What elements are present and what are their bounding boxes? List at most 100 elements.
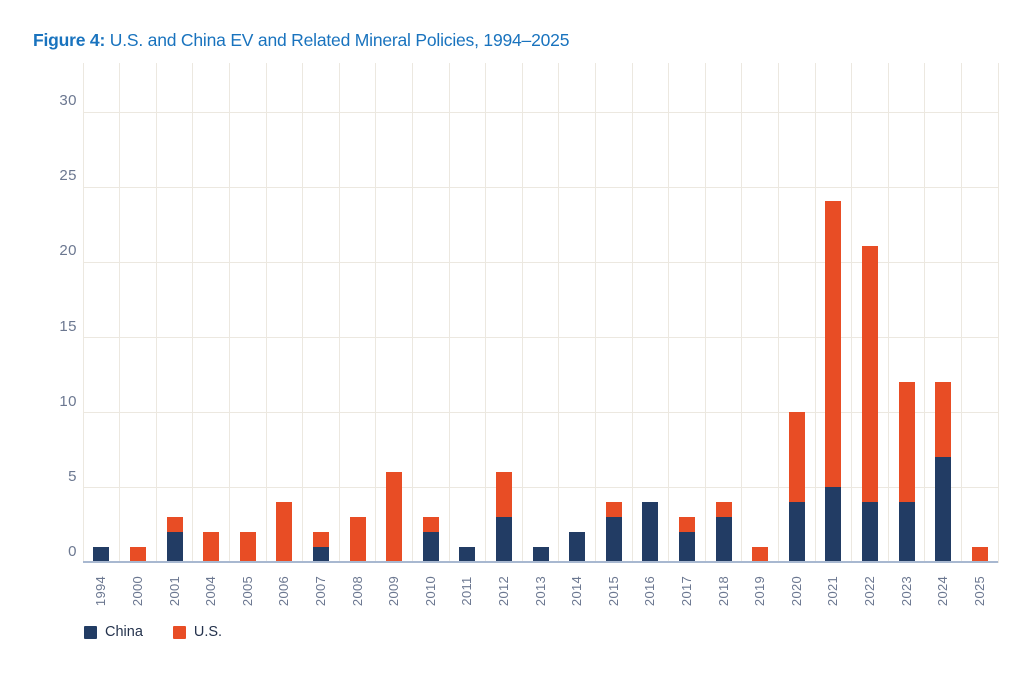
bar-segment-china-2013 (532, 546, 549, 562)
bar-segment-us-2005 (239, 531, 256, 562)
bar-segment-us-2022 (861, 246, 878, 502)
vertical-gridline (375, 63, 377, 563)
bar-segment-us-2000 (129, 546, 146, 562)
vertical-gridline (338, 63, 340, 563)
bar-segment-us-2023 (898, 381, 915, 502)
figure-title-text: U.S. and China EV and Related Mineral Po… (105, 30, 570, 50)
x-axis-line (83, 561, 998, 563)
bar-segment-china-2016 (642, 501, 659, 562)
vertical-gridline (265, 63, 267, 563)
chart-legend: China U.S. (84, 624, 222, 640)
x-tick-label: 2001 (166, 575, 182, 607)
x-tick-label: 2007 (312, 575, 328, 607)
bar-segment-china-2007 (312, 546, 329, 562)
bar-segment-china-2024 (935, 456, 952, 562)
vertical-gridline (924, 63, 926, 563)
bar-segment-china-2022 (861, 501, 878, 562)
vertical-gridline (631, 63, 633, 563)
x-tick-label: 2000 (129, 575, 145, 607)
legend-item-china: China (84, 624, 143, 640)
x-tick-label: 2013 (532, 575, 548, 607)
y-tick-label: 25 (59, 167, 77, 185)
x-tick-label: 2015 (605, 575, 621, 607)
x-tick-label: 2008 (349, 575, 365, 607)
bar-segment-china-2011 (459, 546, 476, 562)
figure-title: Figure 4: U.S. and China EV and Related … (33, 30, 569, 51)
horizontal-gridline (83, 111, 998, 113)
vertical-gridline (704, 63, 706, 563)
bar-segment-us-2025 (971, 546, 988, 562)
bar-segment-us-2007 (312, 531, 329, 547)
bar-segment-china-2018 (715, 516, 732, 562)
vertical-gridline (82, 63, 84, 563)
horizontal-gridline (83, 487, 998, 489)
bar-segment-us-2020 (788, 411, 805, 502)
x-tick-label: 1994 (93, 575, 109, 607)
x-tick-label: 2017 (678, 575, 694, 607)
x-tick-label: 2018 (715, 575, 731, 607)
vertical-gridline (558, 63, 560, 563)
vertical-gridline (997, 63, 999, 563)
bar-segment-us-2017 (678, 516, 695, 532)
x-tick-label: 2014 (569, 575, 585, 607)
bar-segment-us-2024 (935, 381, 952, 457)
y-tick-label: 15 (59, 317, 77, 335)
vertical-gridline (521, 63, 523, 563)
x-tick-label: 2012 (495, 575, 511, 607)
x-tick-label: 2016 (642, 575, 658, 607)
x-tick-label: 2024 (935, 575, 951, 607)
bar-segment-us-2010 (422, 516, 439, 532)
vertical-gridline (192, 63, 194, 563)
bar-segment-us-2001 (166, 516, 183, 532)
bar-segment-china-2020 (788, 501, 805, 562)
x-tick-label: 2004 (203, 575, 219, 607)
x-tick-label: 2021 (825, 575, 841, 607)
vertical-gridline (960, 63, 962, 563)
x-tick-label: 2009 (386, 575, 402, 607)
vertical-gridline (741, 63, 743, 563)
bar-segment-us-2006 (276, 501, 293, 562)
vertical-gridline (302, 63, 304, 563)
bar-segment-china-2015 (605, 516, 622, 562)
y-axis: 0 5 10 15 20 25 30 (0, 63, 77, 563)
bar-segment-us-2015 (605, 501, 622, 517)
x-axis: 1994 2000 2001 2004 2005 2006 2007 2008 2009 2010… (83, 570, 998, 616)
bar-segment-us-2008 (349, 516, 366, 562)
bar-segment-china-2017 (678, 531, 695, 562)
bar-segment-china-2012 (495, 516, 512, 562)
x-tick-label: 2006 (276, 575, 292, 607)
x-tick-label: 2010 (422, 575, 438, 607)
vertical-gridline (119, 63, 121, 563)
bar-segment-china-2014 (569, 531, 586, 562)
vertical-gridline (228, 63, 230, 563)
vertical-gridline (155, 63, 157, 563)
legend-label-us: U.S. (193, 624, 223, 640)
horizontal-gridline (83, 337, 998, 339)
bar-segment-us-2004 (203, 531, 220, 562)
y-tick-label: 0 (68, 543, 77, 560)
bar-segment-china-2021 (825, 486, 842, 562)
x-tick-label: 2020 (788, 575, 804, 607)
vertical-gridline (448, 63, 450, 563)
y-tick-label: 30 (59, 92, 77, 110)
bar-segment-china-2010 (422, 531, 439, 562)
bar-segment-us-2021 (825, 201, 842, 487)
vertical-gridline (594, 63, 596, 563)
y-tick-label: 10 (59, 392, 77, 410)
vertical-gridline (485, 63, 487, 563)
horizontal-gridline (83, 412, 998, 414)
legend-item-us: U.S. (172, 624, 223, 640)
figure-number-label: Figure 4: (33, 30, 106, 50)
y-tick-label: 20 (59, 242, 77, 260)
horizontal-gridline (83, 261, 998, 263)
x-tick-label: 2019 (752, 575, 768, 607)
bar-segment-us-2009 (386, 471, 403, 562)
vertical-gridline (668, 63, 670, 563)
x-tick-label: 2005 (239, 575, 255, 607)
vertical-gridline (411, 63, 413, 563)
vertical-gridline (814, 63, 816, 563)
vertical-gridline (851, 63, 853, 563)
bar-segment-us-2018 (715, 501, 732, 517)
us-swatch-icon (172, 625, 186, 639)
bar-segment-china-2023 (898, 501, 915, 562)
